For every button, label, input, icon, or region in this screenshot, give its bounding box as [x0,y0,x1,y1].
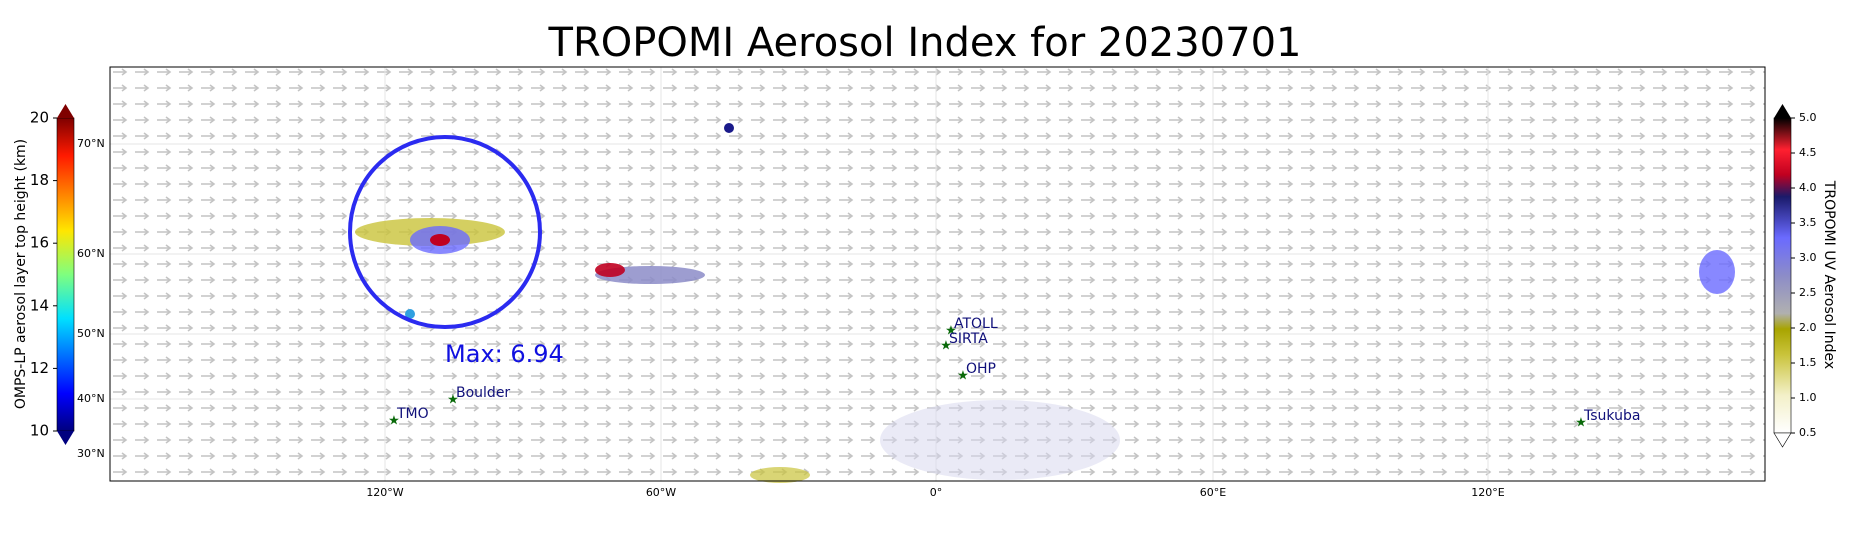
left-colorbar: OMPS-LP aerosol layer top height (km) [13,104,75,445]
station-label: Tsukuba [1583,408,1640,424]
latitude-label: 50°N [77,327,105,340]
station-marker: ★ [957,369,969,384]
tick-label: 4.5 [1799,146,1817,159]
station-marker: ★ [1575,416,1587,431]
colorbar-label: TROPOMI UV Aerosol Index [1821,180,1837,369]
station-label: Boulder [456,385,510,401]
tick-label: 14 [30,296,49,314]
station-label: TMO [396,406,429,422]
tick-label: 5.0 [1799,111,1817,124]
station-marker: ★ [945,324,957,339]
right-colorbar: TROPOMI UV Aerosol Index [1773,104,1837,448]
station-marker: ★ [447,393,459,408]
longitude-label: 60°E [1200,486,1226,499]
marker [405,309,415,319]
latitude-label: 30°N [77,447,105,460]
longitude-label: 60°W [646,486,676,499]
aerosol-plumes [355,218,1735,483]
tick-label: 2.0 [1799,321,1817,334]
longitude-label: 120°E [1471,486,1504,499]
highlight-circle [348,135,542,329]
longitude-label: 120°W [366,486,403,499]
colorbar-label: OMPS-LP aerosol layer top height (km) [13,139,29,409]
station-label: ATOLL [954,316,998,332]
latitude-label: 70°N [77,137,105,150]
map-area: Max: 6.94 [109,66,1766,483]
tick-label: 3.5 [1799,216,1817,229]
tick-label: 10 [30,422,49,440]
station-marker: ★ [940,339,952,354]
latitude-label: 40°N [77,392,105,405]
tick-label: 12 [30,359,49,377]
station-label: OHP [966,361,996,377]
tick-label: 20 [30,109,49,127]
max-annotation: Max: 6.94 [445,340,564,368]
title: TROPOMI Aerosol Index for 20230701 [548,20,1302,66]
map-frame [109,66,1766,482]
tick-label: 3.0 [1799,251,1817,264]
tick-label: 0.5 [1799,426,1817,439]
station-label: SIRTA [949,331,988,347]
tick-label: 16 [30,234,49,252]
latitude-label: 60°N [77,247,105,260]
tick-label: 4.0 [1799,181,1817,194]
tick-label: 2.5 [1799,286,1817,299]
tick-label: 1.5 [1799,356,1817,369]
longitude-label: 0° [930,486,943,499]
marker [724,123,734,133]
tick-label: 18 [30,171,49,189]
station-marker: ★ [388,414,400,429]
tick-label: 1.0 [1799,391,1817,404]
